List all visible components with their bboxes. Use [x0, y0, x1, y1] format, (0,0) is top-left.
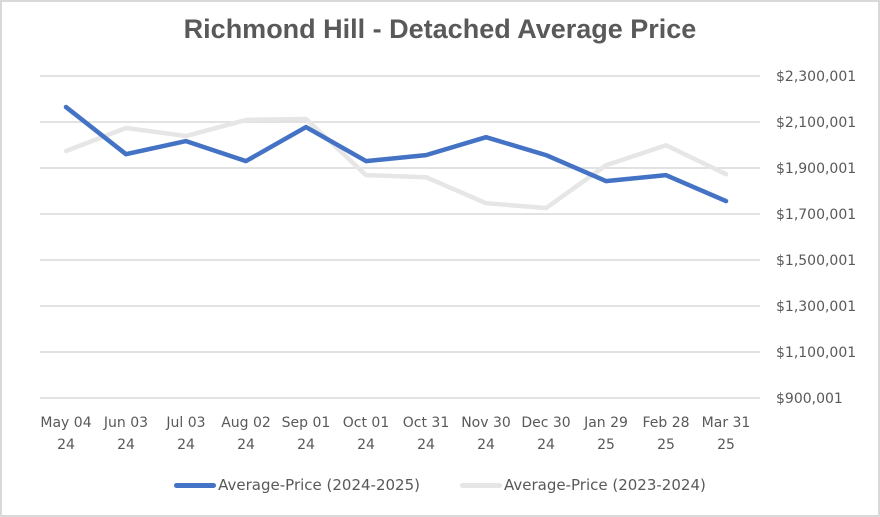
y-tick-label: $1,900,001 — [776, 161, 856, 177]
x-tick-label: 24 — [237, 437, 255, 453]
x-tick-label: 24 — [57, 437, 75, 453]
series-line-2023-2024[interactable] — [63, 116, 729, 211]
legend-swatch-gray — [460, 482, 502, 488]
x-axis-labels: May 04 24 Jun 03 24 Jul 03 24 Aug 02 24 Sep 01 24… — [40, 415, 750, 453]
series-line-2024-2025[interactable] — [63, 104, 729, 204]
y-tick-label: $2,300,001 — [776, 69, 856, 85]
gridlines — [40, 75, 760, 399]
legend-swatch-blue — [174, 482, 217, 488]
y-tick-label: $1,100,001 — [776, 345, 856, 361]
chart-title: Richmond Hill - Detached Average Price — [183, 14, 697, 44]
x-tick-label: Sep 01 — [282, 415, 331, 431]
y-tick-label: $2,100,001 — [776, 115, 856, 131]
y-tick-label: $900,001 — [776, 391, 843, 407]
x-tick-label: 24 — [297, 437, 315, 453]
x-tick-label: 25 — [597, 437, 615, 453]
x-tick-label: 24 — [417, 437, 435, 453]
x-tick-label: May 04 — [40, 415, 91, 431]
x-tick-label: 24 — [117, 437, 135, 453]
legend-item-2024-2025[interactable]: Average-Price (2024-2025) — [174, 476, 420, 494]
x-tick-label: Nov 30 — [461, 415, 511, 431]
legend-item-2023-2024[interactable]: Average-Price (2023-2024) — [460, 476, 706, 494]
y-tick-label: $1,300,001 — [776, 299, 856, 315]
x-tick-label: Dec 30 — [521, 415, 570, 431]
x-tick-label: Aug 02 — [221, 415, 271, 431]
x-tick-label: Oct 31 — [403, 415, 449, 431]
x-tick-label: 25 — [657, 437, 675, 453]
x-tick-label: 25 — [717, 437, 735, 453]
series-lines — [63, 104, 729, 211]
legend-label: Average-Price (2023-2024) — [504, 476, 706, 494]
legend: Average-Price (2024-2025) Average-Price … — [0, 476, 880, 494]
x-tick-label: Jun 03 — [103, 415, 148, 431]
y-tick-label: $1,700,001 — [776, 207, 856, 223]
x-tick-label: 24 — [477, 437, 495, 453]
x-tick-label: 24 — [177, 437, 195, 453]
x-tick-label: 24 — [537, 437, 555, 453]
y-axis-labels: $900,001 $1,100,001 $1,300,001 $1,500,001 $1… — [776, 69, 856, 407]
x-tick-label: Oct 01 — [343, 415, 389, 431]
x-tick-label: Mar 31 — [702, 415, 751, 431]
y-tick-label: $1,500,001 — [776, 253, 856, 269]
x-tick-label: Jul 03 — [165, 415, 205, 431]
x-tick-label: 24 — [357, 437, 375, 453]
legend-label: Average-Price (2024-2025) — [218, 476, 420, 494]
x-tick-label: Feb 28 — [642, 415, 689, 431]
x-tick-label: Jan 29 — [583, 415, 628, 431]
